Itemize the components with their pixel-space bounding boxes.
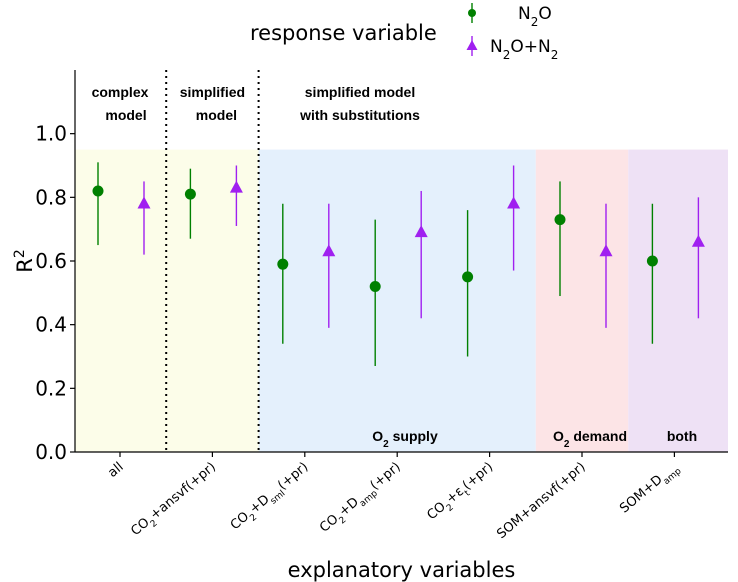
data-marks (92, 162, 705, 367)
point-1-0 (137, 196, 151, 209)
point-0-3 (369, 280, 381, 292)
legend-label-1: N2O+N2 (490, 37, 558, 62)
region-2 (535, 149, 629, 453)
point-0-1 (184, 188, 196, 200)
point-1-3 (414, 225, 428, 238)
region-3 (628, 149, 728, 453)
x-tick-label-3: CO2+Damp(+pr) (317, 460, 406, 539)
legend: response variable N2O N2O+N2 (250, 3, 558, 62)
group-dividers (165, 70, 260, 452)
group-label-1-line-1: model (196, 107, 237, 123)
legend-title: response variable (250, 21, 437, 45)
y-axis-title: R2 (12, 249, 37, 273)
x-tick-label-1: CO2+ansvf(+pr) (128, 460, 221, 543)
group-label-2-line-1: with substitutions (299, 107, 420, 123)
y-tick-label: 0.4 (35, 313, 67, 337)
x-tick-label-5: SOM+ansvf(+pr) (494, 460, 588, 543)
y-tick-label: 0.6 (35, 249, 67, 273)
point-1-2 (322, 244, 336, 257)
point-1-4 (507, 196, 521, 209)
region-1 (258, 149, 536, 453)
background-regions (75, 149, 728, 453)
legend-label-0: N2O (518, 4, 552, 29)
y-tick-label: 0.8 (35, 185, 67, 209)
region-label-3: both (667, 428, 697, 444)
legend-key-marker-0 (468, 9, 476, 17)
x-tick-label-6: SOM+Damp (617, 459, 684, 519)
region-label-1: O2 supply (372, 428, 438, 450)
point-0-5 (554, 214, 566, 226)
point-1-6 (691, 234, 705, 247)
point-1-5 (599, 244, 613, 257)
group-label-0-line-0: complex (92, 84, 149, 100)
group-label-1-line-0: simplified (180, 84, 245, 100)
legend-key-marker-1 (466, 40, 478, 50)
region-label-2: O2 demand (553, 428, 627, 450)
y-tick-label: 0.0 (35, 440, 67, 464)
annotations: complex model simplified model simplified mo… (92, 84, 698, 450)
point-0-0 (92, 185, 104, 197)
group-label-0-line-1: model (105, 107, 146, 123)
x-tick-label-0: all (105, 460, 126, 481)
x-tick-label-4: CO2+εt(+pr) (424, 460, 498, 527)
point-0-6 (646, 255, 658, 267)
y-tick-label: 0.2 (35, 376, 67, 400)
point-0-2 (277, 258, 289, 270)
y-tick-label: 1.0 (35, 122, 67, 146)
x-tick-label-2: CO2+Dsml(+pr) (228, 460, 314, 537)
group-label-2-line-0: simplified model (305, 84, 415, 100)
point-0-4 (462, 271, 474, 283)
point-1-1 (229, 180, 243, 193)
x-axis-title: explanatory variables (288, 558, 516, 582)
